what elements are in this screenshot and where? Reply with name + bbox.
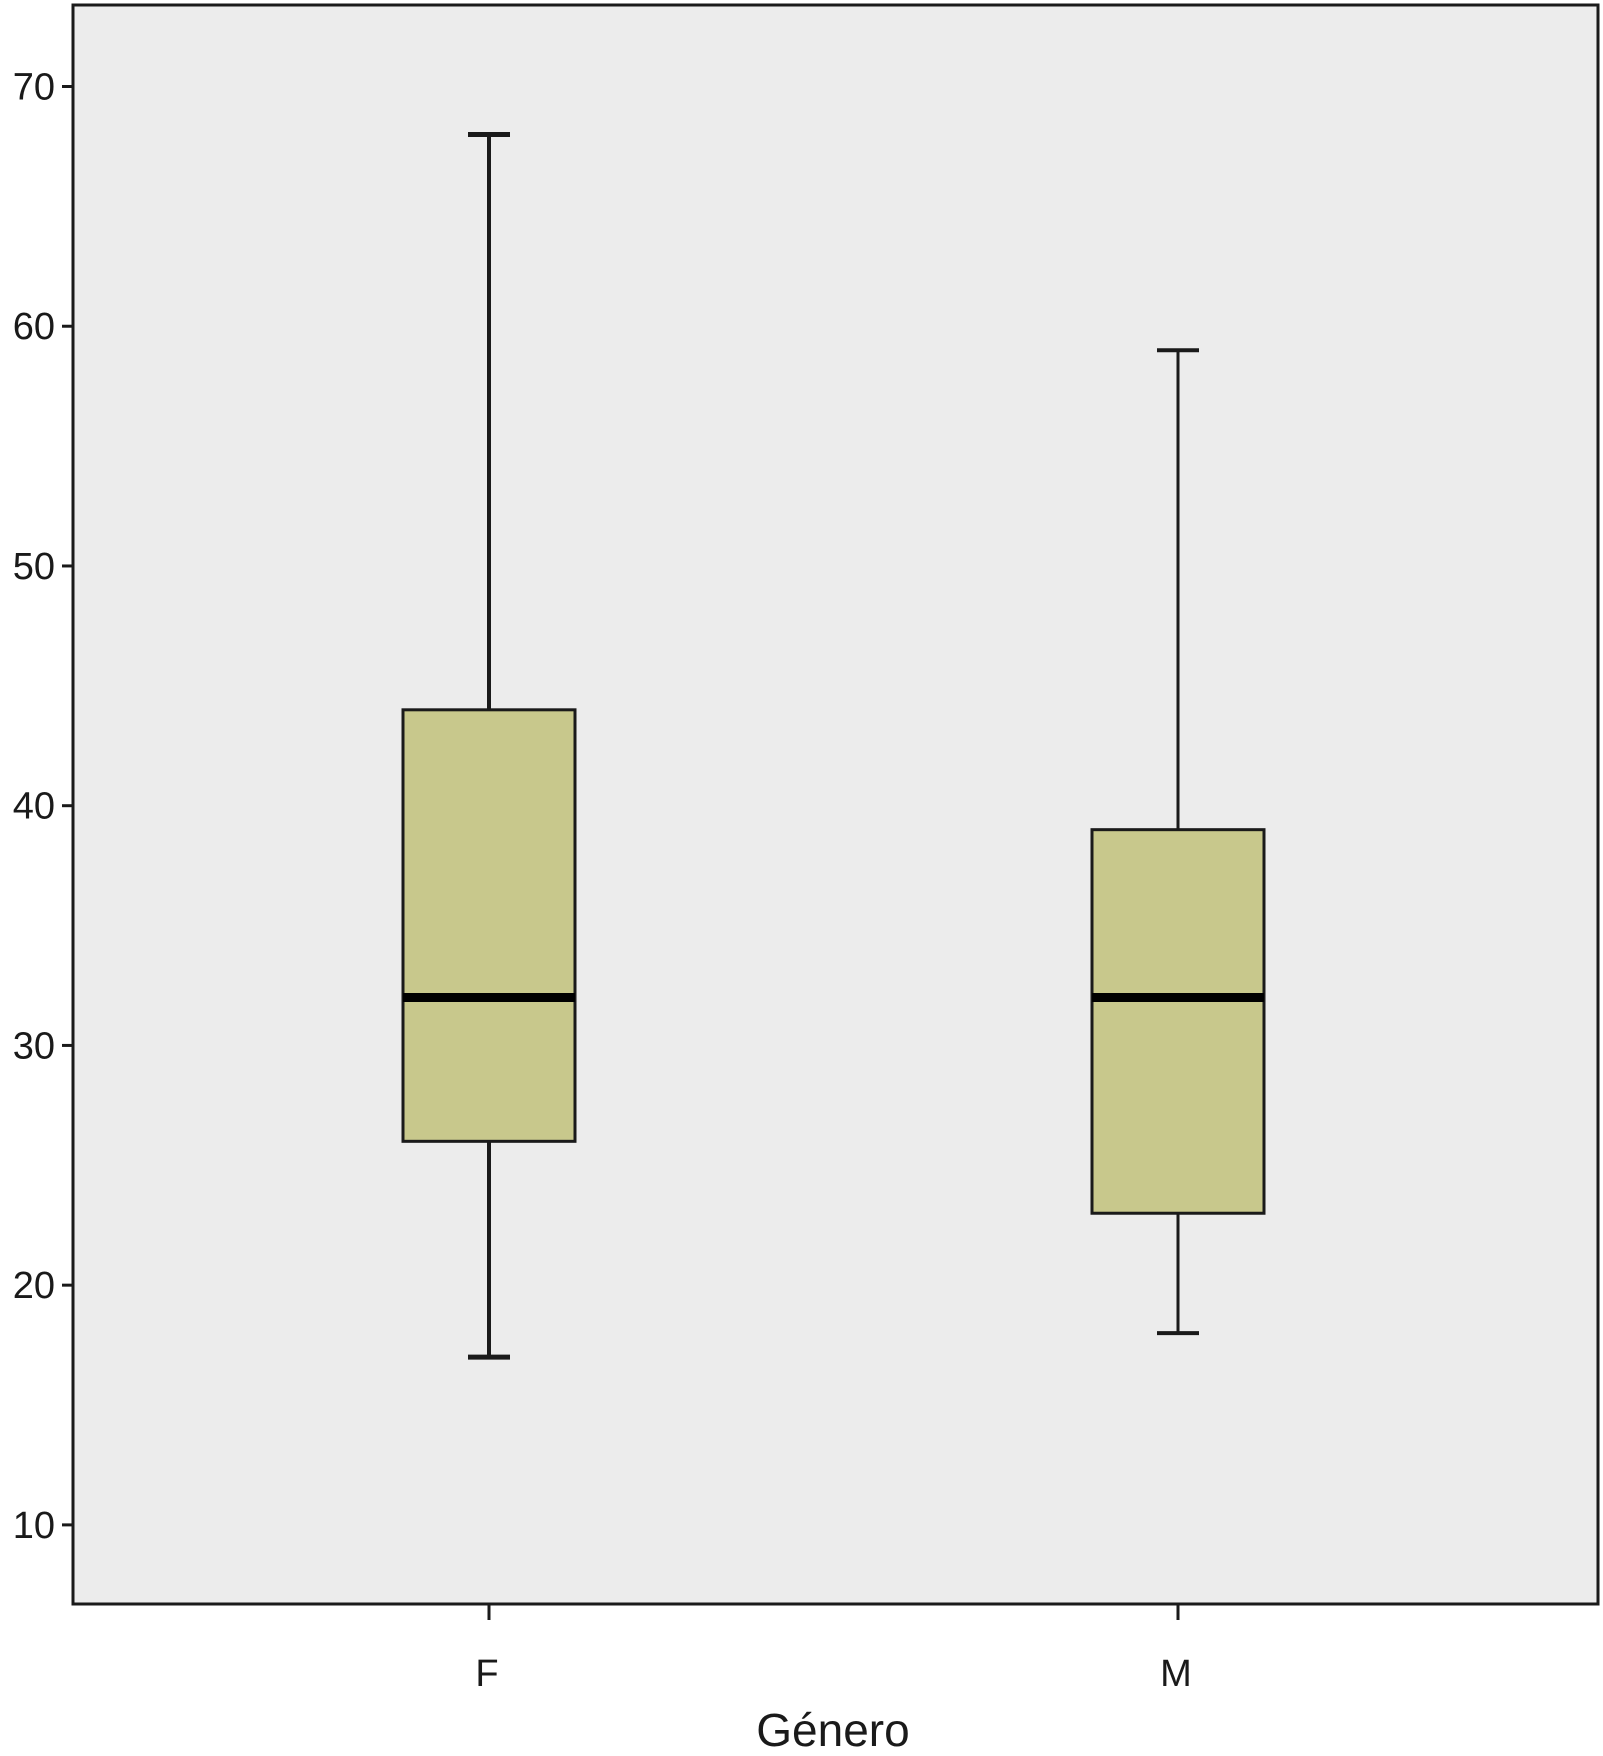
x-tick-label: M <box>1160 1653 1192 1695</box>
y-tick-label: 50 <box>13 546 55 588</box>
y-axis: 10 20 30 40 50 60 70 <box>13 67 73 1547</box>
y-tick-label: 20 <box>13 1265 55 1307</box>
x-axis-title: Género <box>756 1704 909 1756</box>
y-tick-label: 30 <box>13 1025 55 1067</box>
x-tick-label: F <box>475 1653 498 1695</box>
box-F <box>401 131 577 1360</box>
y-tick-label: 60 <box>13 306 55 348</box>
box-M <box>1090 348 1266 1336</box>
boxes-group <box>401 131 1266 1360</box>
interquartile-box <box>401 708 577 1143</box>
y-tick-label: 10 <box>13 1505 55 1547</box>
interquartile-box <box>1090 828 1266 1215</box>
y-tick-label: 40 <box>13 786 55 828</box>
y-tick-label: 70 <box>13 67 55 109</box>
plot-area <box>71 3 1600 1606</box>
